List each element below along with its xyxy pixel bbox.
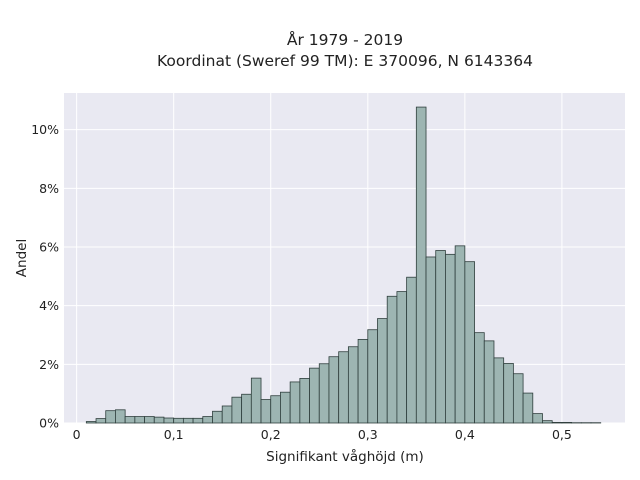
histogram-bar [347, 346, 359, 424]
histogram-bar [474, 332, 485, 424]
histogram-bar [153, 416, 165, 424]
histogram-bar [357, 338, 369, 424]
histogram-bar [415, 106, 427, 424]
histogram-bar [425, 256, 437, 424]
histogram-bar [182, 417, 194, 424]
histogram-bar [105, 410, 116, 424]
x-axis-ticks: 0 0,1 0,2 0,3 0,4 0,5 [73, 427, 572, 442]
histogram-bar [318, 363, 330, 424]
x-tick-label: 0,1 [164, 427, 184, 442]
y-tick-label: 10% [31, 122, 59, 137]
histogram-bar [396, 291, 408, 424]
histogram-bar [483, 340, 495, 424]
histogram-bar [124, 416, 136, 424]
histogram-bar [202, 416, 213, 424]
histogram-bar [454, 245, 466, 424]
histogram-bar [503, 363, 514, 424]
histogram-bar [95, 418, 107, 424]
histogram-bar [406, 276, 417, 424]
histogram-bar [280, 391, 291, 424]
histogram-bar [542, 420, 553, 424]
histogram-bar [241, 393, 252, 424]
y-axis-label: Andel [14, 239, 30, 277]
histogram-bar [212, 410, 223, 424]
histogram-bar [231, 396, 243, 424]
chart-title-line-2: Koordinat (Sweref 99 TM): E 370096, N 61… [157, 52, 533, 70]
histogram-bars [85, 106, 602, 424]
y-tick-label: 8% [39, 181, 59, 196]
y-axis-ticks: 0% 2% 4% 6% 8% 10% [31, 122, 59, 430]
histogram-bar [192, 417, 204, 424]
histogram-bar [522, 392, 534, 424]
histogram-bar [289, 381, 301, 424]
histogram-bar [299, 378, 310, 424]
x-tick-label: 0,3 [358, 427, 378, 442]
histogram-bar [221, 405, 233, 424]
histogram-bar [532, 413, 543, 424]
histogram-bar [115, 409, 126, 424]
x-tick-label: 0,4 [455, 427, 475, 442]
histogram-bar [386, 295, 398, 424]
x-tick-label: 0,5 [552, 427, 572, 442]
histogram-bar [309, 367, 320, 424]
histogram-bar [512, 373, 524, 424]
y-tick-label: 4% [39, 298, 59, 313]
x-tick-label: 0,2 [261, 427, 281, 442]
histogram-bar [260, 399, 272, 424]
chart-title-line-1: År 1979 - 2019 [287, 30, 403, 49]
histogram-bar [561, 422, 573, 424]
histogram-bar [445, 253, 456, 424]
x-tick-label: 0 [73, 427, 81, 442]
histogram-bar [367, 329, 378, 424]
histogram-bar [377, 318, 388, 424]
histogram-bar [338, 351, 349, 424]
histogram-bar [270, 395, 281, 424]
y-tick-label: 0% [39, 416, 59, 431]
histogram-bar [328, 356, 340, 424]
histogram-bar [173, 417, 184, 424]
histogram-bar [250, 377, 262, 424]
histogram-bar [435, 250, 446, 424]
histogram-bar [493, 357, 505, 424]
histogram-bar [85, 421, 97, 424]
histogram-bar [134, 416, 145, 424]
y-tick-label: 6% [39, 240, 59, 255]
x-axis-label: Signifikant våghöjd (m) [266, 448, 424, 465]
histogram-bar [551, 422, 563, 424]
y-tick-label: 2% [39, 357, 59, 372]
histogram-bar [144, 416, 155, 424]
histogram-bar [163, 417, 175, 424]
histogram-bar [464, 261, 475, 424]
